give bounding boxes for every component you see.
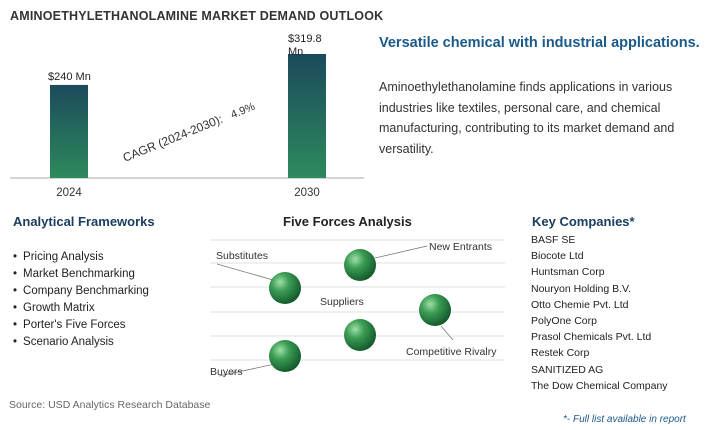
five-forces-diagram: Substitutes New Entrants Suppliers Compe…	[210, 239, 505, 378]
cagr-value: 4.9%	[229, 101, 257, 122]
buyers-sphere	[269, 340, 301, 372]
market-description: Aminoethylethanolamine finds application…	[379, 80, 675, 156]
footnote: *- Full list available in report	[563, 414, 686, 425]
market-bar-chart: $240 Mn $319.8 Mn 2024 2030 CAGR (2024-2…	[10, 33, 364, 199]
x-tick-2024: 2024	[56, 187, 82, 199]
forces-grid-lines	[210, 239, 505, 361]
bar-2030-value-label: $319.8 Mn	[288, 33, 325, 58]
list-item: Pricing Analysis	[13, 249, 149, 266]
five-forces-heading: Five Forces Analysis	[283, 214, 412, 229]
list-item: Restek Corp	[531, 347, 590, 360]
companies-list: BASF SE Biocote Ltd Huntsman Corp Nouryo…	[531, 232, 668, 394]
list-item: Nouryon Holding B.V.	[531, 282, 632, 295]
list-item: SANITIZED AG	[531, 363, 604, 376]
list-item: PolyOne Corp	[531, 315, 597, 328]
bar-2024	[50, 84, 88, 178]
tagline: Versatile chemical with industrial appli…	[379, 35, 700, 51]
competitive-rivalry-label: Competitive Rivalry	[406, 346, 497, 358]
bar-2030	[288, 54, 326, 178]
companies-heading: Key Companies*	[532, 214, 635, 229]
list-item: The Dow Chemical Company	[531, 379, 668, 392]
forces-connector-lines	[216, 245, 454, 377]
list-item: Market Benchmarking	[13, 266, 149, 283]
substitutes-sphere	[269, 272, 301, 304]
list-item: Company Benchmarking	[13, 283, 149, 300]
suppliers-label: Suppliers	[320, 296, 364, 308]
page-title: AMINOETHYLETHANOLAMINE MARKET DEMAND OUT…	[10, 9, 384, 23]
frameworks-list: Pricing Analysis Market Benchmarking Com…	[13, 249, 149, 351]
list-item: Prasol Chemicals Pvt. Ltd	[531, 331, 652, 344]
list-item: Biocote Ltd	[531, 250, 584, 263]
list-item: Scenario Analysis	[13, 334, 149, 351]
list-item: Porter's Five Forces	[13, 317, 149, 334]
buyers-label: Buyers	[210, 366, 243, 378]
x-tick-2030: 2030	[294, 187, 320, 199]
list-item: BASF SE	[531, 234, 576, 246]
cagr-label-text: CAGR (2024-2030):	[121, 112, 225, 165]
bar-2024-value-label: $240 Mn	[48, 71, 91, 83]
list-item: Growth Matrix	[13, 300, 149, 317]
source-note: Source: USD Analytics Research Database	[9, 399, 211, 411]
list-item: Otto Chemie Pvt. Ltd	[531, 298, 629, 311]
competitive-rivalry-sphere	[344, 319, 376, 351]
cagr-label: CAGR (2024-2030): 4.9%	[121, 99, 257, 165]
suppliers-sphere	[419, 294, 451, 326]
list-item: Huntsman Corp	[531, 266, 605, 279]
frameworks-heading: Analytical Frameworks	[13, 214, 155, 229]
new-entrants-sphere	[344, 249, 376, 281]
new-entrants-label: New Entrants	[429, 241, 492, 253]
substitutes-label: Substitutes	[216, 250, 268, 262]
